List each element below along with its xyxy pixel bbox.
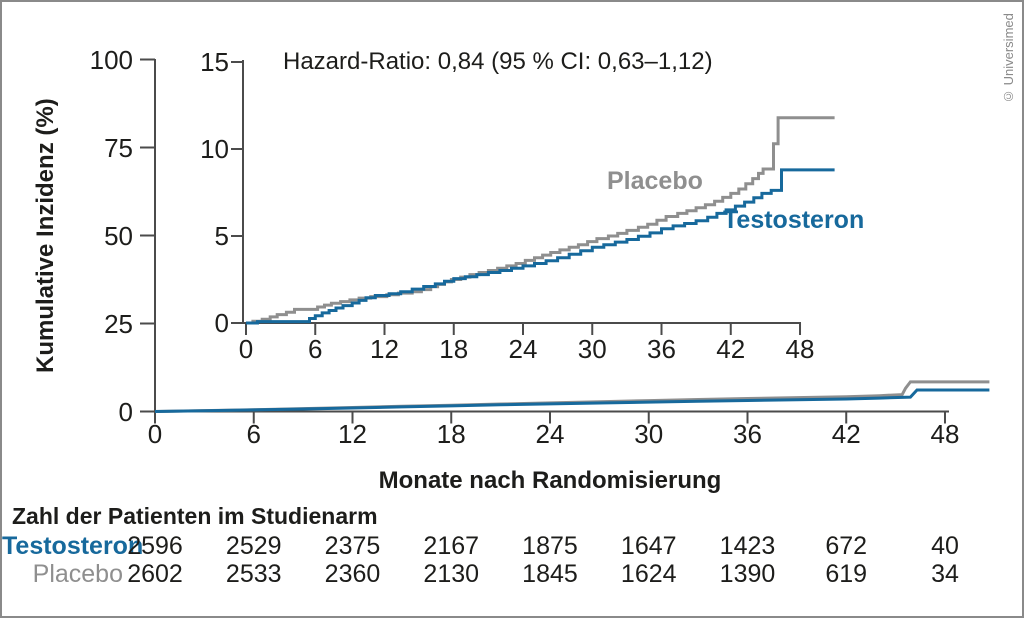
inset-x-tick-label: 18 — [439, 334, 469, 364]
risk-count: 2529 — [225, 532, 282, 560]
inset-y-tick-label: 15 — [200, 47, 229, 77]
inset-y-tick-label: 0 — [214, 308, 229, 338]
main-curve-testosteron — [154, 388, 990, 413]
risk-count: 1845 — [522, 560, 578, 588]
hazard-ratio-annotation: Hazard-Ratio: 0,84 (95 % CI: 0,63–1,12) — [283, 48, 713, 75]
risk-count: 2360 — [324, 560, 381, 588]
testosteron-curve-label: Testosteron — [723, 206, 865, 234]
risk-count: 672 — [825, 532, 868, 560]
main-x-tick-label: 0 — [147, 419, 163, 449]
inset-curve-testosteron — [246, 168, 835, 325]
main-y-tick-label: 100 — [89, 44, 133, 75]
inset-x-tick-label: 12 — [370, 334, 399, 364]
main-y-tick-label: 25 — [104, 308, 133, 339]
risk-count: 619 — [825, 560, 868, 588]
risk-count: 40 — [931, 532, 959, 560]
risk-count: 1423 — [719, 532, 776, 560]
inset-x-tick-label: 30 — [577, 334, 607, 364]
main-y-tick-label: 75 — [104, 132, 133, 163]
inset-x-tick-label: 6 — [308, 334, 323, 364]
placebo-curve-label: Placebo — [607, 167, 703, 195]
risk-count: 1647 — [620, 532, 677, 560]
risk-count: 1875 — [522, 532, 578, 560]
risk-count: 2375 — [324, 532, 381, 560]
risk-count: 2596 — [127, 532, 183, 560]
risk-count: 1390 — [719, 560, 776, 588]
risk-count: 2130 — [423, 560, 480, 588]
risk-row-label-placebo: Placebo — [32, 560, 123, 588]
main-x-tick-label: 18 — [436, 419, 466, 449]
main-curve-placebo — [154, 380, 990, 413]
inset-curve-placebo — [246, 116, 835, 325]
risk-count: 2167 — [423, 532, 480, 560]
inset-x-tick-label: 0 — [238, 334, 254, 364]
main-y-tick-label: 0 — [118, 396, 133, 427]
main-x-tick-label: 48 — [930, 419, 960, 449]
main-x-tick-label: 36 — [733, 419, 762, 449]
risk-count: 1624 — [620, 560, 677, 588]
risk-count: 34 — [931, 560, 959, 588]
risk-count: 2533 — [225, 560, 282, 588]
main-x-tick-label: 30 — [634, 419, 664, 449]
risk-table-title: Zahl der Patienten im Studienarm — [12, 503, 378, 529]
risk-row-label-testosteron: Testosteron — [2, 532, 144, 560]
risk-count: 2602 — [127, 560, 183, 588]
inset-x-tick-label: 24 — [508, 334, 538, 364]
main-x-tick-label: 12 — [338, 419, 367, 449]
inset-x-tick-label: 48 — [785, 334, 815, 364]
main-x-tick-label: 24 — [535, 419, 565, 449]
inset-x-tick-label: 42 — [716, 334, 746, 364]
main-y-tick-label: 50 — [104, 220, 133, 251]
inset-y-tick-label: 5 — [214, 221, 229, 251]
main-x-tick-label: 6 — [246, 419, 261, 449]
inset-y-tick-label: 10 — [200, 134, 229, 164]
x-axis-title: Monate nach Randomisierung — [378, 467, 722, 494]
copyright-credit: © Universimed — [1001, 13, 1016, 104]
inset-x-tick-label: 36 — [647, 334, 676, 364]
main-x-tick-label: 42 — [831, 419, 861, 449]
